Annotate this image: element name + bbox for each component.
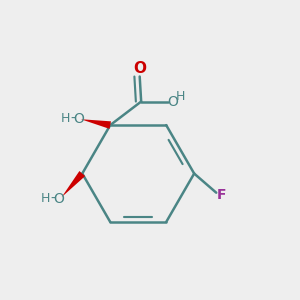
Text: H: H [41, 192, 50, 205]
Text: O: O [167, 94, 178, 109]
Polygon shape [81, 119, 111, 129]
Polygon shape [62, 171, 85, 197]
Text: F: F [217, 188, 226, 202]
Text: H: H [175, 90, 185, 103]
Text: H: H [61, 112, 70, 125]
Text: -: - [50, 192, 55, 206]
Text: O: O [53, 192, 64, 206]
Text: O: O [133, 61, 146, 76]
Text: -: - [70, 112, 75, 126]
Text: O: O [73, 112, 84, 126]
